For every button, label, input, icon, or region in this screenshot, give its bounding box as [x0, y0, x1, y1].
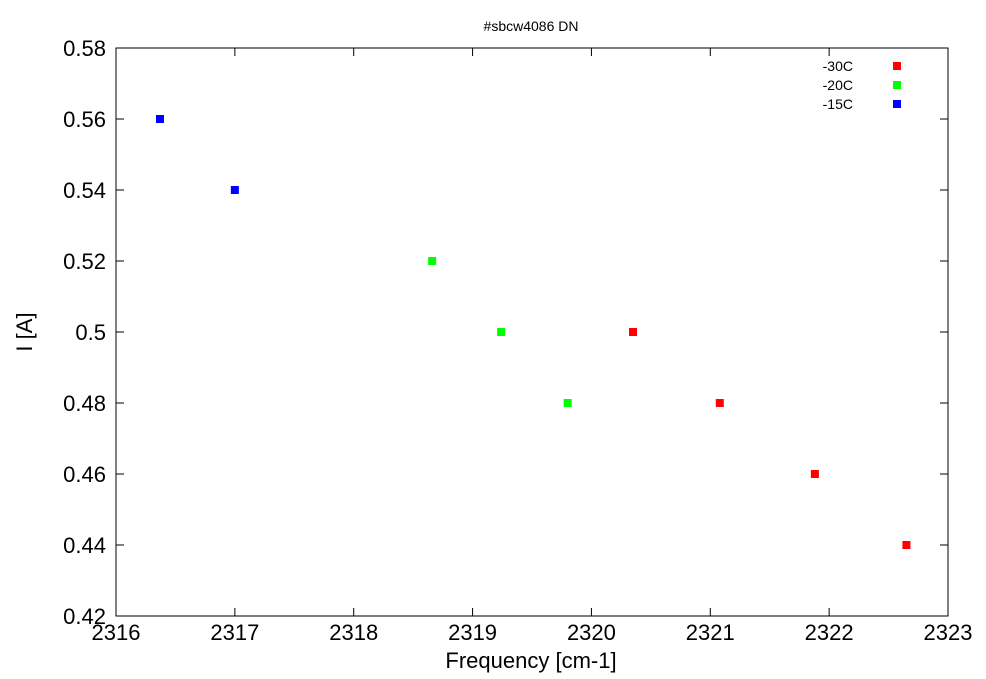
x-tick-label: 2320 [567, 620, 616, 645]
y-tick-label: 0.52 [63, 249, 106, 274]
x-axis-title: Frequency [cm-1] [445, 648, 616, 673]
point-15c [230, 186, 239, 194]
x-tick-label: 2321 [686, 620, 735, 645]
legend: -30C -20C -15C [823, 58, 901, 112]
axis-ticks [115, 47, 949, 617]
y-tick-label: 0.46 [63, 462, 106, 487]
plot-area [115, 47, 949, 617]
legend-marker [893, 81, 901, 89]
point-30c [629, 328, 638, 336]
point-30c [810, 470, 819, 478]
y-tick-label: 0.58 [63, 36, 106, 61]
y-tick-label: 0.48 [63, 391, 106, 416]
y-tick-label: 0.44 [63, 533, 106, 558]
y-tick-label: 0.42 [63, 604, 106, 629]
point-30c [715, 399, 724, 407]
point-20c [497, 328, 506, 336]
point-20c [428, 257, 437, 265]
y-tick-label: 0.5 [75, 320, 106, 345]
x-tick-label: 2323 [924, 620, 973, 645]
y-axis-title: I [A] [12, 312, 37, 351]
y-tick-label: 0.54 [63, 178, 106, 203]
x-tick-label: 2322 [805, 620, 854, 645]
plot-frame [115, 47, 949, 617]
data-points [155, 115, 911, 549]
legend-marker [893, 62, 901, 70]
legend-label: -20C [823, 77, 853, 93]
x-tick-label: 2319 [448, 620, 497, 645]
point-30c [902, 541, 911, 549]
chart-title: #sbcw4086 DN [484, 18, 579, 34]
point-15c [155, 115, 164, 123]
x-tick-label: 2316 [92, 620, 141, 645]
point-20c [563, 399, 572, 407]
legend-label: -30C [823, 58, 853, 74]
legend-label: -15C [823, 96, 853, 112]
legend-marker [893, 100, 901, 108]
y-tick-labels: 0.42 0.44 0.46 0.48 0.5 0.52 0.54 0.56 0.58 [63, 36, 106, 629]
x-tick-label: 2318 [329, 620, 378, 645]
x-tick-label: 2317 [210, 620, 259, 645]
x-tick-labels: 2316 2317 2318 2319 2320 2321 2322 2323 [92, 620, 973, 645]
y-tick-label: 0.56 [63, 107, 106, 132]
